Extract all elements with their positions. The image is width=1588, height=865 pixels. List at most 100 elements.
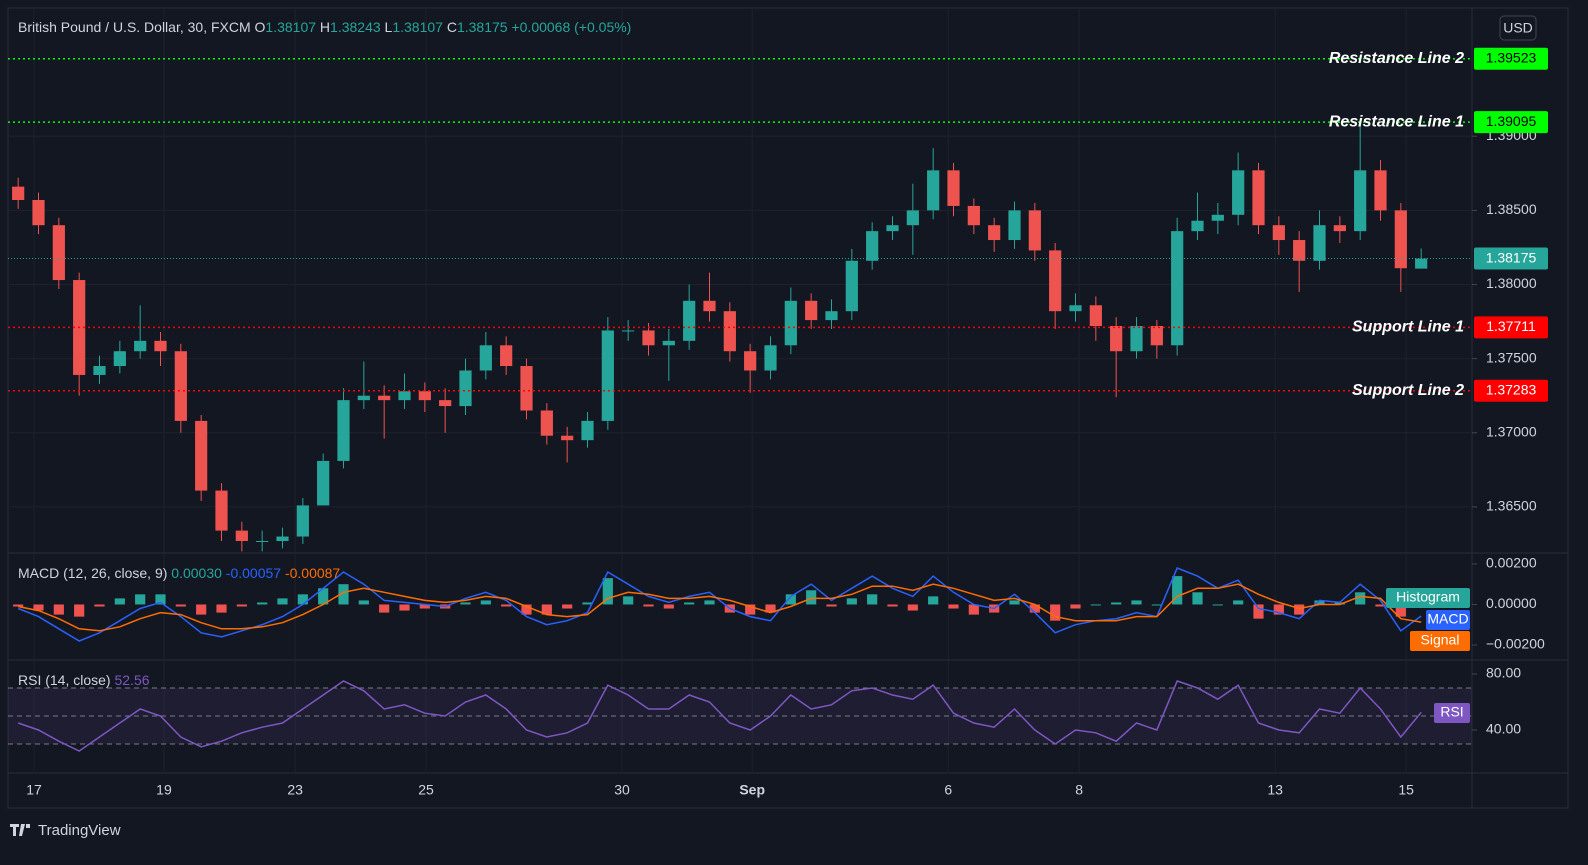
- series-tag-label: RSI: [1440, 704, 1463, 720]
- level-name: Resistance Line 1: [1329, 113, 1464, 130]
- histogram-bar: [582, 602, 593, 605]
- candle-body: [378, 395, 391, 401]
- y-tick-label: 0.00000: [1486, 595, 1537, 611]
- candle-body: [683, 300, 696, 341]
- histogram-bar: [867, 594, 878, 605]
- candle-body: [1415, 258, 1428, 269]
- legend-value: -0.00057: [226, 565, 281, 581]
- candle-body: [134, 340, 147, 352]
- histogram-bar: [1192, 592, 1203, 605]
- histogram-bar: [785, 594, 796, 605]
- last-price-tag: [1474, 247, 1548, 270]
- candle-body: [1069, 305, 1082, 312]
- histogram-bar: [562, 604, 573, 609]
- histogram-bar: [1395, 604, 1406, 617]
- histogram-bar: [94, 604, 105, 607]
- y-tick-label: 1.38500: [1486, 201, 1537, 217]
- histogram-bar: [846, 598, 857, 605]
- histogram-bar: [1029, 604, 1040, 613]
- histogram-bar: [13, 604, 24, 607]
- histogram-bar: [1009, 600, 1020, 605]
- candle-body: [601, 330, 614, 421]
- macd-title: MACD (12, 26, close, 9): [18, 565, 167, 581]
- x-tick-label: 30: [614, 782, 630, 798]
- histogram-bar: [521, 604, 532, 615]
- histogram-bar: [928, 596, 939, 605]
- rsi-legend: RSI (14, close) 52.56: [18, 672, 150, 688]
- candle-body: [12, 186, 25, 200]
- candle-body: [256, 540, 269, 542]
- candle-body: [967, 205, 980, 226]
- y-tick-label: −0.00200: [1486, 636, 1545, 652]
- candle-body: [744, 351, 757, 371]
- symbol-title: British Pound / U.S. Dollar, 30, FXCM: [18, 19, 251, 35]
- candle-body: [1049, 250, 1062, 312]
- x-tick-label: 23: [287, 782, 303, 798]
- histogram-bar: [33, 604, 44, 611]
- histogram-bar: [541, 604, 552, 615]
- currency[interactable]: USD: [1503, 20, 1533, 36]
- histogram-bar: [1070, 604, 1081, 609]
- ohlc-value: 1.38243: [330, 19, 381, 35]
- x-tick-label: 8: [1075, 782, 1083, 798]
- histogram-bar: [1111, 602, 1122, 605]
- macd-legend: MACD (12, 26, close, 9) 0.00030 -0.00057…: [18, 565, 340, 581]
- candle-body: [52, 225, 65, 281]
- candle-body: [1333, 225, 1346, 232]
- candle-body: [174, 351, 187, 421]
- histogram-bar: [318, 588, 329, 605]
- chart-frame: [7, 7, 1569, 809]
- candle-body: [1374, 170, 1387, 211]
- histogram-bar: [826, 604, 837, 607]
- marks: [8, 57, 1472, 752]
- candle-body: [723, 311, 736, 352]
- legend-value: 0.00030: [171, 565, 222, 581]
- candle-body: [32, 199, 45, 226]
- candle-body: [662, 340, 675, 346]
- histogram-bar: [1253, 604, 1264, 619]
- candle-body: [1211, 214, 1224, 221]
- legend-value: 52.56: [114, 672, 149, 688]
- ohlc-value: 1.38175: [457, 19, 508, 35]
- y-tick-label: 80.00: [1486, 665, 1521, 681]
- x-tick-label: 15: [1398, 782, 1414, 798]
- candle-body: [866, 231, 879, 261]
- histogram-bar: [1172, 576, 1183, 605]
- level-name: Support Line 2: [1352, 382, 1464, 399]
- candle-body: [784, 300, 797, 346]
- candle-body: [988, 225, 1001, 241]
- histogram-bar: [907, 604, 918, 611]
- brand[interactable]: TradingView: [38, 822, 121, 839]
- candle-body: [357, 395, 370, 401]
- candle-body: [622, 330, 635, 332]
- candle-body: [1191, 220, 1204, 232]
- histogram-bar: [460, 602, 471, 605]
- histogram-bar: [1355, 592, 1366, 605]
- histogram-bar: [216, 604, 227, 613]
- candle-body: [886, 225, 899, 232]
- candle-body: [215, 490, 228, 531]
- histogram-bar: [175, 604, 186, 607]
- candle-body: [479, 345, 492, 371]
- currency-button[interactable]: [1499, 15, 1537, 41]
- level-value: 1.39523: [1486, 49, 1537, 65]
- level-name: Resistance Line 2: [1329, 50, 1464, 67]
- histogram-bar: [1375, 604, 1386, 607]
- candle-body: [1272, 225, 1285, 241]
- ohlc-label: H: [320, 19, 330, 35]
- series-tag: [1434, 703, 1470, 723]
- candle-body: [1394, 210, 1407, 269]
- histogram-bar: [704, 600, 715, 605]
- last-price-label: 1.38175: [1486, 249, 1537, 265]
- candle-body: [947, 170, 960, 206]
- candle-body: [1028, 210, 1041, 251]
- histogram-bar: [480, 600, 491, 605]
- histogram-bar: [643, 604, 654, 607]
- ohlc-label: L: [385, 19, 393, 35]
- candle-body: [1110, 326, 1123, 352]
- histogram-bar: [338, 584, 349, 605]
- x-tick-label: 13: [1267, 782, 1283, 798]
- series-tag: [1410, 631, 1470, 651]
- histogram-bar: [379, 604, 390, 613]
- histogram-bar: [948, 604, 959, 609]
